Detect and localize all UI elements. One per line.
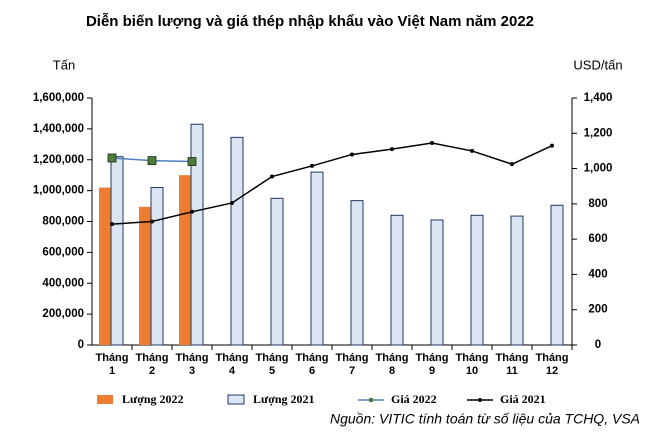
marker: [150, 219, 154, 224]
marker: [270, 174, 274, 179]
chart-title: Diễn biến lượng và giá thép nhập khẩu và…: [86, 13, 534, 30]
y-tick-label: 200,000: [42, 308, 84, 320]
legend-label: Giá 2021: [500, 392, 546, 406]
x-tick-label: Tháng 12: [535, 352, 569, 377]
bar: [550, 204, 564, 346]
legend-marker: [369, 398, 373, 402]
y-axis-label: Tấn: [53, 57, 75, 72]
legend-label: Lượng 2021: [253, 392, 315, 406]
bar: [139, 206, 151, 345]
legend-label: Lượng 2022: [122, 392, 184, 406]
bar: [430, 219, 444, 346]
marker: [107, 153, 117, 163]
bar: [230, 136, 244, 346]
y-tick-label: 1,000,000: [33, 185, 84, 197]
x-tick-label: Tháng 1: [95, 352, 129, 377]
line: [111, 142, 553, 225]
y-tick-label: 1,200,000: [33, 154, 84, 166]
legend-swatch: [227, 394, 245, 405]
bar: [110, 156, 124, 346]
legend-marker: [478, 398, 482, 402]
bar: [350, 200, 364, 346]
x-tick-label: Tháng 6: [295, 352, 329, 377]
source-note: Nguồn: VITIC tính toán từ số liệu của TC…: [330, 411, 640, 427]
y-tick-label: 600,000: [42, 246, 84, 258]
legend-swatch: [97, 395, 113, 404]
marker: [510, 162, 514, 167]
y-tick-label: 0: [78, 339, 84, 351]
bar: [390, 214, 404, 346]
x-tick-label: Tháng 2: [135, 352, 169, 377]
y2-tick-label: 200: [588, 304, 607, 316]
marker: [190, 209, 194, 214]
x-tick-label: Tháng 3: [175, 352, 209, 377]
y2-tick-label: 400: [588, 268, 607, 280]
y2-tick-label: 1,000: [584, 163, 613, 175]
y2-tick-label: 600: [588, 233, 607, 245]
marker: [147, 156, 157, 166]
bar: [190, 123, 204, 346]
legend-label: Giá 2022: [391, 392, 437, 406]
y-tick-label: 800,000: [42, 216, 84, 228]
x-tick-label: Tháng 11: [495, 352, 529, 377]
y2-tick-label: 0: [595, 339, 601, 351]
y2-tick-label: 1,200: [584, 127, 613, 139]
marker: [470, 148, 474, 153]
bar: [310, 171, 324, 346]
bar: [270, 197, 284, 346]
bar: [150, 187, 164, 346]
x-tick-label: Tháng 10: [455, 352, 489, 377]
bar: [99, 187, 111, 345]
y2-tick-label: 1,400: [584, 92, 613, 104]
y2-axis-label: USD/tấn: [573, 57, 622, 72]
marker: [230, 200, 234, 205]
bar: [179, 175, 191, 345]
y-tick-label: 1,600,000: [33, 92, 84, 104]
y-tick-label: 1,400,000: [33, 123, 84, 135]
bar: [470, 214, 484, 346]
x-tick-label: Tháng 4: [215, 352, 249, 377]
marker: [110, 222, 114, 227]
y2-tick-label: 800: [588, 198, 607, 210]
marker: [430, 140, 434, 145]
marker: [187, 157, 197, 166]
x-tick-label: Tháng 7: [335, 352, 369, 377]
x-tick-label: Tháng 9: [415, 352, 449, 377]
x-tick-label: Tháng 5: [255, 352, 289, 377]
marker: [390, 147, 394, 152]
bar: [510, 215, 524, 346]
x-tick-label: Tháng 8: [375, 352, 409, 377]
marker: [550, 143, 554, 148]
marker: [310, 163, 314, 168]
marker: [350, 152, 354, 157]
y-tick-label: 400,000: [42, 277, 84, 289]
